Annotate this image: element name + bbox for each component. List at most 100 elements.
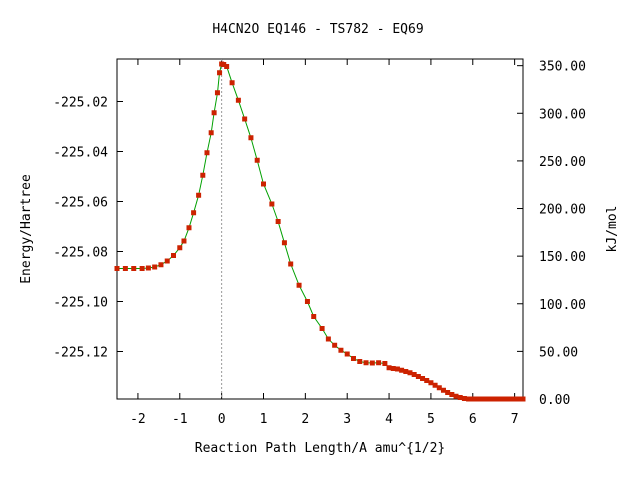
y2-tick-label: 250.00 (539, 155, 586, 170)
chart-title: H4CN2O EQ146 - TS782 - EQ69 (212, 22, 423, 37)
data-point (200, 172, 206, 178)
data-point (196, 192, 202, 198)
x-axis-label: Reaction Path Length/A amu^{1/2} (195, 441, 445, 456)
data-point (428, 380, 434, 386)
data-point (440, 387, 446, 393)
data-point (390, 366, 396, 371)
y2-tick-label: 150.00 (539, 250, 586, 265)
x-axis: -2 -1 0 1 2 3 4 5 6 7 (130, 59, 519, 427)
data-point (520, 396, 526, 402)
data-point (248, 135, 254, 141)
data-point (296, 282, 302, 288)
series-line (117, 63, 523, 400)
data-point (403, 369, 409, 374)
data-point (139, 266, 145, 271)
data-points (114, 61, 526, 402)
x-tick-label: 3 (343, 412, 351, 427)
y-axis-label: Energy/Hartree (19, 174, 34, 284)
data-point (191, 210, 197, 216)
x-tick-label: 5 (427, 412, 435, 427)
data-point (461, 396, 467, 401)
data-point (152, 264, 158, 270)
data-point (229, 80, 235, 86)
y-tick-label: -225.02 (53, 96, 108, 111)
x-tick-label: 7 (511, 412, 519, 427)
data-point (432, 382, 438, 388)
x-tick-label: -1 (172, 412, 188, 427)
y-tick-label: -225.06 (53, 196, 108, 211)
data-point (512, 396, 518, 402)
data-point (235, 97, 241, 103)
data-point (424, 378, 430, 383)
data-point (254, 157, 260, 163)
data-point (436, 385, 442, 391)
data-point (399, 367, 405, 373)
y-tick-label: -225.04 (53, 146, 108, 161)
data-point (204, 150, 210, 156)
data-point (453, 393, 459, 399)
data-point (332, 342, 338, 348)
data-point (275, 219, 281, 224)
data-point (478, 396, 484, 402)
data-point (394, 366, 400, 372)
data-point (164, 258, 170, 264)
data-point (242, 116, 248, 122)
y2-axis-label: kJ/mol (605, 206, 620, 253)
y2-axis: 0.00 50.00 100.00 150.00 200.00 250.00 300.00 3… (517, 60, 586, 408)
data-point (186, 225, 192, 231)
data-point (445, 390, 451, 395)
data-point (114, 266, 120, 271)
data-point (470, 396, 476, 402)
data-point (382, 361, 388, 366)
data-point (357, 359, 363, 364)
data-point (344, 351, 350, 357)
data-point (499, 396, 505, 402)
data-point (260, 181, 266, 187)
data-point (495, 396, 501, 402)
y2-tick-label: 100.00 (539, 298, 586, 313)
data-point (158, 262, 164, 268)
data-point (145, 265, 151, 271)
data-point (181, 238, 187, 244)
y2-tick-label: 200.00 (539, 203, 586, 218)
data-point (457, 395, 463, 400)
data-point (503, 396, 509, 402)
x-tick-label: 4 (385, 412, 393, 427)
y-tick-label: -225.12 (53, 346, 108, 361)
data-point (171, 253, 177, 258)
y2-tick-label: 350.00 (539, 60, 586, 75)
data-point (208, 130, 214, 136)
y2-tick-label: 50.00 (539, 345, 578, 360)
data-point (319, 326, 325, 331)
data-point (338, 347, 344, 353)
x-tick-label: 6 (469, 412, 477, 427)
x-tick-label: -2 (130, 412, 146, 427)
data-point (386, 365, 392, 371)
data-point (474, 396, 480, 402)
data-point (449, 392, 455, 397)
data-point (516, 396, 522, 402)
data-point (491, 396, 497, 402)
y2-tick-label: 0.00 (539, 393, 570, 408)
data-point (350, 356, 356, 361)
data-point (325, 336, 331, 342)
x-tick-label: 2 (301, 412, 309, 427)
data-point (311, 314, 317, 319)
data-point (407, 370, 413, 376)
y-tick-label: -225.10 (53, 296, 108, 311)
data-point (411, 372, 417, 377)
data-point (482, 396, 488, 402)
data-point (363, 360, 369, 366)
y-axis: -225.02 -225.04 -225.06 -225.08 -225.10 -225.… (53, 96, 123, 361)
x-tick-label: 0 (218, 412, 226, 427)
data-point (415, 374, 421, 379)
y-tick-label: -225.08 (53, 246, 108, 261)
data-point (376, 360, 382, 366)
data-point (281, 240, 287, 246)
data-point (269, 201, 275, 207)
data-point (507, 396, 513, 402)
data-point (288, 261, 294, 267)
data-point (217, 70, 223, 76)
x-tick-label: 1 (260, 412, 268, 427)
